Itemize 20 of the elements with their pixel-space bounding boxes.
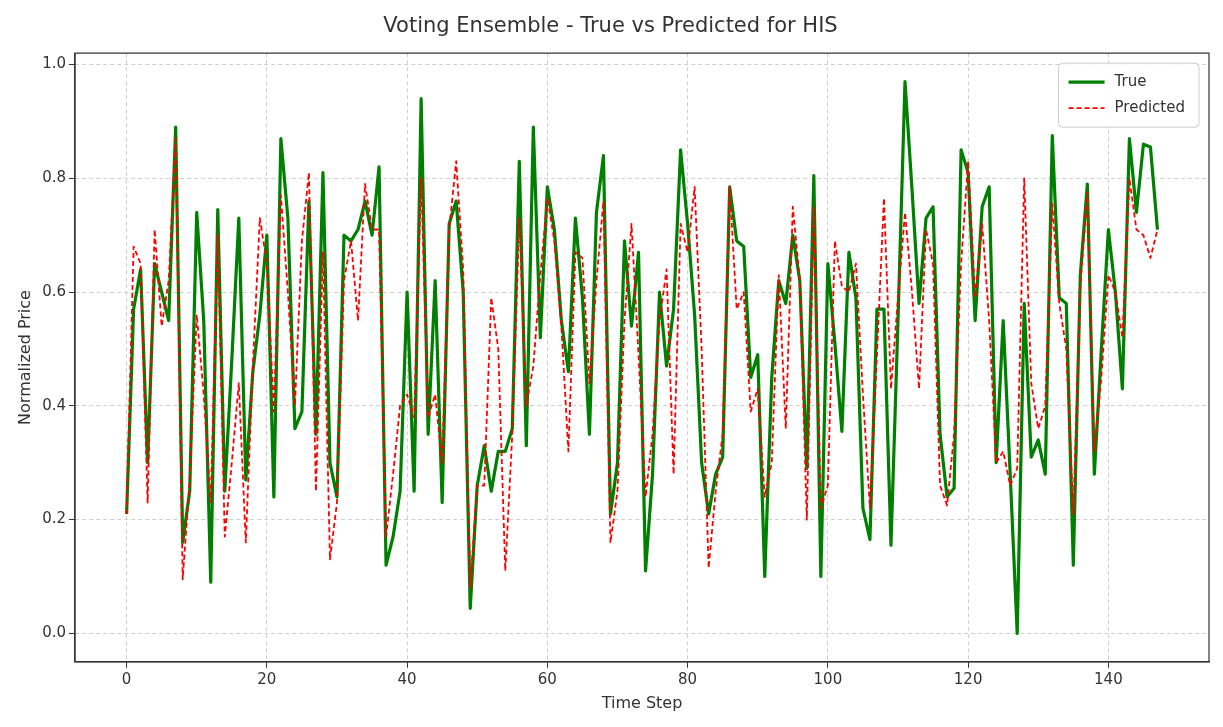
y-tick-label: 1.0 [42, 54, 67, 73]
x-axis-title: Time Step [600, 692, 683, 712]
legend-label: Predicted [1114, 98, 1186, 117]
y-tick-label: 0.2 [42, 509, 67, 528]
legend-label: True [1113, 72, 1147, 91]
y-axis-title: Normalized Price [14, 290, 34, 425]
x-tick-label: 140 [1094, 669, 1123, 688]
y-tick-label: 0.6 [42, 281, 67, 300]
x-tick-label: 100 [813, 669, 843, 688]
x-tick-label: 40 [397, 669, 417, 688]
x-tick-label: 60 [537, 669, 557, 688]
y-tick-label: 0.0 [42, 623, 67, 642]
y-tick-label: 0.8 [42, 168, 67, 187]
chart-title: Voting Ensemble - True vs Predicted for HIS [383, 13, 838, 38]
x-tick-label: 0 [121, 669, 132, 688]
x-tick-label: 120 [953, 669, 983, 688]
x-tick-label: 80 [678, 669, 698, 688]
line-series [125, 137, 1159, 589]
y-tick-label: 0.4 [42, 395, 67, 414]
x-tick-label: 20 [257, 669, 277, 688]
